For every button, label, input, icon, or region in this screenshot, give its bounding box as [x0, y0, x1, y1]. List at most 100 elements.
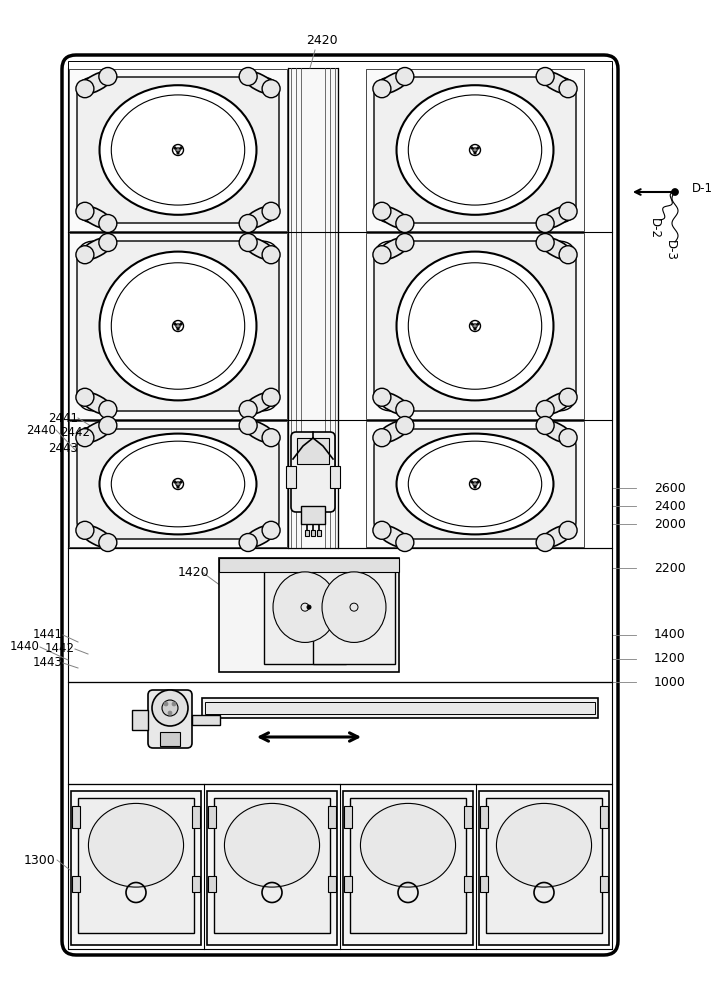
Circle shape: [373, 521, 391, 539]
Ellipse shape: [241, 205, 279, 230]
Circle shape: [396, 400, 414, 418]
Text: 2440: 2440: [26, 424, 56, 436]
Ellipse shape: [538, 236, 576, 261]
Circle shape: [164, 702, 168, 706]
Bar: [600, 806, 608, 828]
Bar: [192, 876, 200, 892]
Circle shape: [76, 80, 94, 98]
Ellipse shape: [538, 524, 576, 549]
Circle shape: [396, 234, 414, 252]
Bar: [192, 806, 200, 828]
Text: 1443: 1443: [33, 656, 63, 670]
Bar: [264, 566, 346, 664]
Circle shape: [536, 234, 554, 252]
Circle shape: [76, 202, 94, 220]
Circle shape: [559, 246, 577, 264]
Ellipse shape: [538, 205, 576, 230]
Circle shape: [262, 246, 280, 264]
Bar: [366, 421, 584, 547]
Circle shape: [470, 147, 473, 149]
Text: 2000: 2000: [654, 518, 686, 530]
Bar: [69, 421, 287, 547]
Bar: [317, 530, 321, 536]
Circle shape: [262, 80, 280, 98]
Circle shape: [474, 152, 476, 154]
Text: 1440: 1440: [10, 641, 40, 654]
Bar: [202, 698, 598, 718]
Circle shape: [174, 481, 176, 483]
Text: 2420: 2420: [306, 33, 338, 46]
Circle shape: [536, 400, 554, 418]
Circle shape: [76, 429, 94, 447]
Bar: [313, 566, 395, 664]
FancyBboxPatch shape: [374, 241, 576, 411]
Circle shape: [174, 323, 176, 325]
Circle shape: [76, 246, 94, 264]
Ellipse shape: [360, 803, 455, 887]
Ellipse shape: [322, 572, 386, 642]
Bar: [286, 466, 296, 488]
Circle shape: [239, 234, 257, 252]
Bar: [301, 506, 325, 524]
Circle shape: [477, 323, 479, 325]
FancyBboxPatch shape: [291, 432, 335, 512]
Ellipse shape: [375, 205, 412, 230]
Circle shape: [168, 711, 172, 715]
Circle shape: [474, 328, 476, 330]
Circle shape: [373, 202, 391, 220]
Circle shape: [373, 429, 391, 447]
FancyBboxPatch shape: [77, 241, 279, 411]
Text: 1300: 1300: [23, 854, 55, 866]
Text: 2441: 2441: [48, 412, 78, 424]
Text: 1442: 1442: [45, 643, 75, 656]
FancyBboxPatch shape: [374, 77, 576, 223]
Ellipse shape: [273, 572, 337, 642]
Circle shape: [474, 486, 476, 488]
Bar: [71, 791, 201, 945]
Circle shape: [470, 323, 473, 325]
Circle shape: [99, 214, 117, 232]
Text: 1200: 1200: [654, 652, 686, 666]
FancyBboxPatch shape: [77, 429, 279, 539]
Bar: [205, 702, 595, 714]
Ellipse shape: [241, 419, 279, 444]
Circle shape: [307, 605, 311, 609]
Ellipse shape: [375, 524, 412, 549]
Bar: [207, 791, 337, 945]
Circle shape: [99, 234, 117, 252]
Bar: [78, 798, 194, 933]
Circle shape: [559, 388, 577, 406]
Bar: [192, 715, 220, 725]
Bar: [132, 710, 148, 730]
Circle shape: [76, 388, 94, 406]
Bar: [330, 466, 340, 488]
Circle shape: [396, 214, 414, 232]
Circle shape: [473, 482, 477, 486]
Ellipse shape: [396, 85, 553, 215]
Bar: [343, 806, 351, 828]
Ellipse shape: [78, 205, 115, 230]
Circle shape: [99, 534, 117, 552]
Ellipse shape: [99, 434, 256, 534]
Ellipse shape: [78, 419, 115, 444]
Text: 2400: 2400: [654, 499, 686, 512]
Bar: [305, 530, 309, 536]
Bar: [68, 548, 612, 682]
Circle shape: [174, 147, 176, 149]
Bar: [219, 558, 399, 672]
Circle shape: [152, 690, 188, 726]
Circle shape: [239, 400, 257, 418]
Ellipse shape: [241, 524, 279, 549]
Circle shape: [172, 702, 176, 706]
Ellipse shape: [538, 391, 576, 416]
Ellipse shape: [78, 391, 115, 416]
Circle shape: [473, 148, 477, 152]
Circle shape: [180, 147, 182, 149]
Ellipse shape: [497, 803, 592, 887]
Text: D-2: D-2: [648, 218, 661, 238]
Circle shape: [177, 152, 179, 154]
Bar: [160, 732, 180, 746]
Circle shape: [239, 416, 257, 434]
Circle shape: [99, 400, 117, 418]
Bar: [480, 806, 488, 828]
